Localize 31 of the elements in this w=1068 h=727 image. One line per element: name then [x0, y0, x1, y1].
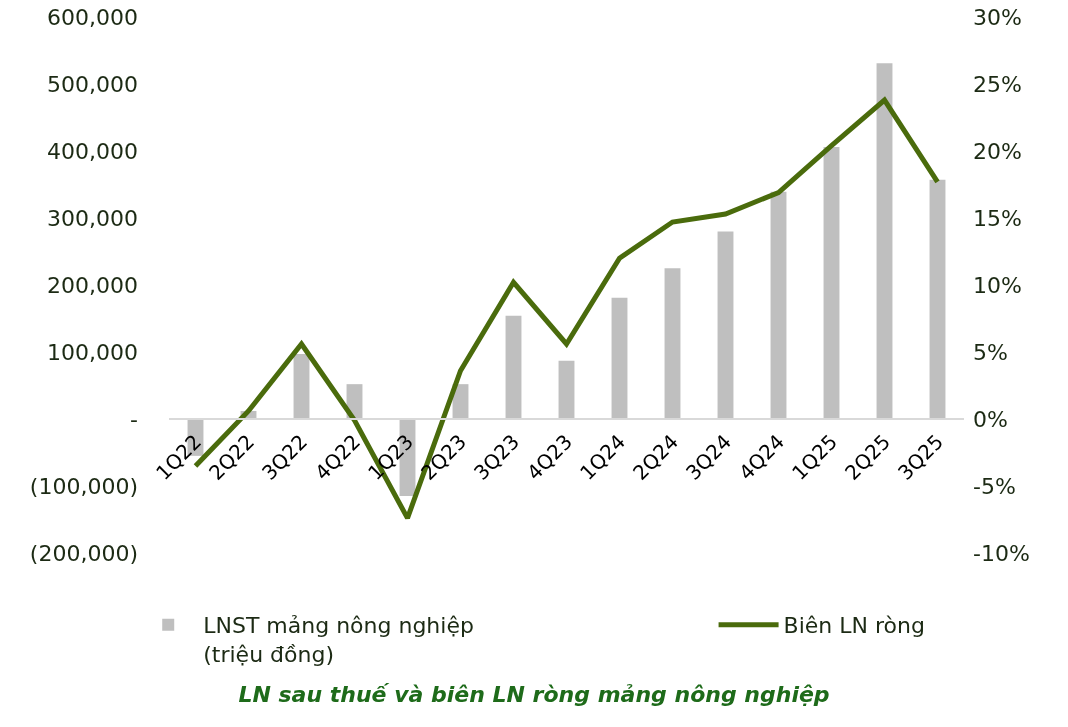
bar — [717, 231, 734, 419]
y2-tick-label: 5% — [973, 339, 1008, 365]
bar — [823, 146, 840, 419]
legend-label: LNST mảng nông nghiệp (triệu đồng) — [203, 613, 474, 667]
y2-tick-label: 25% — [973, 71, 1022, 97]
text: LN sau thuế và biên LN ròng mảng nông nghiệp — [238, 681, 830, 707]
y2-tick-label: 30% — [973, 4, 1022, 30]
bar — [505, 315, 522, 419]
y2-tick-label: -5% — [973, 473, 1016, 499]
bar — [293, 354, 310, 419]
y2-tick-label: 15% — [973, 205, 1022, 231]
y-tick-label: 300,000 — [47, 205, 138, 231]
bar — [876, 63, 893, 419]
bar — [611, 297, 628, 419]
bar — [929, 179, 946, 419]
bar — [664, 268, 681, 419]
y2-tick-label: -10% — [973, 540, 1030, 566]
y-tick-label: - — [130, 406, 138, 432]
bar — [558, 360, 575, 419]
legend-label: Biên LN ròng — [783, 613, 925, 639]
y-tick-label: 500,000 — [47, 71, 138, 97]
y-tick-label: (100,000) — [29, 473, 138, 499]
y-tick-label: 100,000 — [47, 339, 138, 365]
y2-tick-label: 10% — [973, 272, 1022, 298]
y-tick-label: 600,000 — [47, 4, 138, 30]
y2-tick-label: 0% — [973, 406, 1008, 432]
y-tick-label: (200,000) — [29, 540, 138, 566]
y2-tick-label: 20% — [973, 138, 1022, 164]
y-tick-label: 400,000 — [47, 138, 138, 164]
bar — [770, 191, 787, 419]
y-tick-label: 200,000 — [47, 272, 138, 298]
